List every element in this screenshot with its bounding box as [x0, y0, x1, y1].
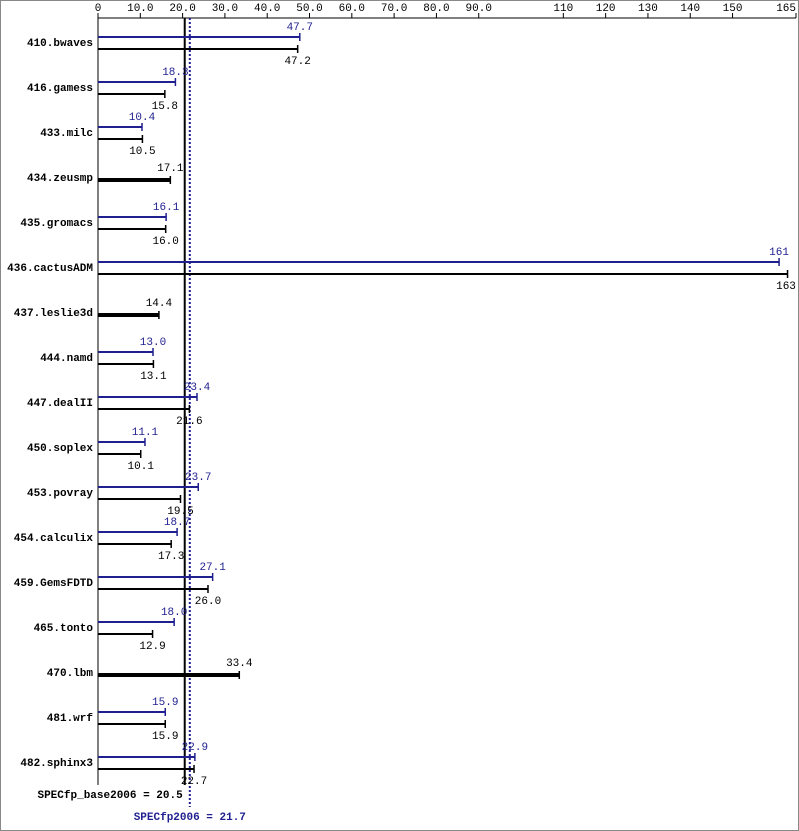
category-label: 470.lbm [47, 668, 94, 680]
value-label: 17.1 [157, 163, 184, 175]
category-label: 444.namd [40, 353, 93, 365]
category-label: 434.zeusmp [27, 173, 93, 185]
category-label: 465.tonto [34, 623, 94, 635]
x-tick-label: 130 [638, 3, 658, 15]
value-label: 161 [769, 247, 789, 259]
x-tick-label: 140 [680, 3, 700, 15]
value-label: 15.9 [152, 697, 178, 709]
category-label: 410.bwaves [27, 38, 93, 50]
value-label: 23.4 [184, 382, 211, 394]
reference-label: SPECfp2006 = 21.7 [134, 812, 246, 824]
value-label: 15.9 [152, 731, 178, 743]
value-label: 33.4 [226, 658, 253, 670]
x-tick-label: 150 [723, 3, 743, 15]
category-label: 416.gamess [27, 83, 93, 95]
value-label: 22.7 [181, 776, 207, 788]
category-label: 436.cactusADM [7, 263, 93, 275]
x-tick-label: 20.0 [169, 3, 195, 15]
value-label: 47.7 [287, 22, 313, 34]
value-label: 18.0 [161, 607, 187, 619]
value-label: 11.1 [132, 427, 159, 439]
x-tick-label: 40.0 [254, 3, 280, 15]
category-label: 453.povray [27, 488, 93, 500]
value-label: 15.8 [152, 101, 178, 113]
value-label: 19.5 [167, 506, 193, 518]
x-tick-label: 165 [776, 3, 796, 15]
reference-label: SPECfp_base2006 = 20.5 [37, 790, 183, 802]
value-label: 10.4 [129, 112, 156, 124]
value-label: 23.7 [185, 472, 211, 484]
value-label: 14.4 [146, 298, 173, 310]
x-tick-label: 80.0 [423, 3, 449, 15]
category-label: 435.gromacs [20, 218, 93, 230]
value-label: 16.1 [153, 202, 180, 214]
category-label: 450.soplex [27, 443, 93, 455]
x-tick-label: 90.0 [466, 3, 492, 15]
category-label: 447.dealII [27, 398, 93, 410]
value-label: 163 [776, 281, 796, 293]
category-label: 459.GemsFDTD [14, 578, 94, 590]
value-label: 26.0 [195, 596, 221, 608]
x-tick-label: 0 [95, 3, 102, 15]
category-label: 454.calculix [14, 533, 94, 545]
value-label: 18.3 [162, 67, 188, 79]
value-label: 10.5 [129, 146, 155, 158]
x-tick-label: 60.0 [339, 3, 365, 15]
value-label: 13.1 [140, 371, 167, 383]
x-tick-label: 30.0 [212, 3, 238, 15]
category-label: 437.leslie3d [14, 308, 93, 320]
x-tick-label: 10.0 [127, 3, 153, 15]
x-tick-label: 120 [596, 3, 616, 15]
value-label: 47.2 [284, 56, 310, 68]
category-label: 433.milc [40, 128, 93, 140]
value-label: 18.7 [164, 517, 190, 529]
x-tick-label: 70.0 [381, 3, 407, 15]
category-label: 481.wrf [47, 713, 94, 725]
value-label: 13.0 [140, 337, 166, 349]
value-label: 10.1 [128, 461, 155, 473]
value-label: 27.1 [199, 562, 226, 574]
x-tick-label: 50.0 [296, 3, 322, 15]
value-label: 21.6 [176, 416, 202, 428]
x-tick-label: 110 [553, 3, 573, 15]
value-label: 22.9 [182, 742, 208, 754]
value-label: 12.9 [139, 641, 165, 653]
category-label: 482.sphinx3 [20, 758, 93, 770]
value-label: 16.0 [152, 236, 178, 248]
value-label: 17.3 [158, 551, 184, 563]
